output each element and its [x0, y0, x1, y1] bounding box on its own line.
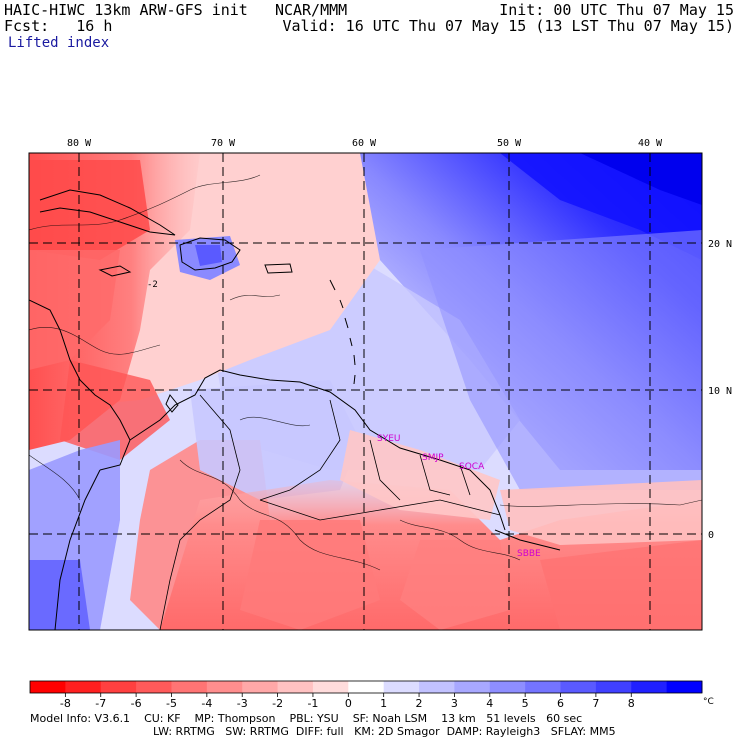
lon-label-70w: 70 W — [211, 138, 236, 149]
station-syeu: SYEU — [377, 434, 400, 444]
colorbar-tick-label: -5 — [166, 697, 177, 710]
colorbar-swatch — [171, 681, 208, 693]
colorbar-tick-label: 3 — [451, 697, 458, 710]
colorbar-swatch — [136, 681, 172, 693]
map-frame — [28, 152, 703, 631]
colorbar-tick-label: 8 — [628, 697, 635, 710]
colorbar-swatch — [454, 681, 491, 693]
colorbar-swatch — [100, 681, 137, 693]
lon-label-50w: 50 W — [497, 138, 522, 149]
coastlines — [29, 189, 561, 630]
colorbar-swatch — [348, 681, 385, 693]
colorbar-swatch — [65, 681, 102, 693]
colorbar-swatch — [419, 681, 455, 693]
colorbar-swatch — [560, 681, 597, 693]
station-soca: SOCA — [459, 462, 485, 472]
colorbar-swatch — [383, 681, 420, 693]
contour-label: -2 — [147, 280, 158, 290]
colorbar-frame — [29, 680, 703, 694]
colorbar-swatch — [277, 681, 314, 693]
footer-line-1: Model Info: V3.6.1 CU: KF MP: Thompson P… — [30, 712, 583, 725]
colorbar-swatch — [595, 681, 632, 693]
lon-label-60w: 60 W — [352, 138, 377, 149]
footer-line-2: LW: RRTMG SW: RRTMG DIFF: full KM: 2D Sm… — [153, 725, 616, 738]
colorbar-tick-label: 0 — [345, 697, 352, 710]
lat-lon-grid — [29, 153, 702, 630]
forecast-hour: Fcst: 16 h — [4, 17, 113, 35]
org-label: NCAR/MMM — [274, 1, 348, 19]
colorbar-swatch — [30, 681, 66, 693]
lon-label-40w: 40 W — [638, 138, 663, 149]
colorbar-tick-label: 2 — [416, 697, 423, 710]
colorbar-tick-label: 5 — [522, 697, 529, 710]
colorbar-tick-label: 6 — [557, 697, 564, 710]
colorbar-swatch — [242, 681, 279, 693]
colorbar-swatch — [631, 681, 668, 693]
lat-label-10n: 10 N — [708, 386, 732, 397]
colorbar-tick-label: -4 — [201, 697, 212, 710]
colorbar-unit: °C — [703, 697, 714, 707]
station-sbbe: SBBE — [517, 549, 541, 559]
colorbar-tick-label: -6 — [131, 697, 142, 710]
colorbar-swatch — [206, 681, 243, 693]
colorbar-tick-label: 4 — [486, 697, 493, 710]
contour-lines — [29, 174, 702, 571]
colorbar-tick-label: 7 — [592, 697, 599, 710]
colorbar-swatch — [312, 681, 349, 693]
colorbar: -8 -7 -6 -5 -4 -3 -2 -1 0 1 2 3 4 5 6 7 8 °C — [29, 680, 714, 710]
colorbar-tick-label: -1 — [307, 697, 318, 710]
init-time: Init: 00 UTC Thu 07 May 15 — [499, 1, 734, 19]
lon-label-80w: 80 W — [67, 138, 92, 149]
lat-label-20n: 20 N — [708, 239, 732, 250]
map-field — [29, 153, 702, 630]
field-name: Lifted index — [8, 35, 110, 51]
colorbar-tick-label: -2 — [272, 697, 283, 710]
colorbar-tick-label: -8 — [60, 697, 71, 710]
lat-label-0: 0 — [708, 530, 714, 541]
colorbar-swatch — [489, 681, 526, 693]
colorbar-swatch — [525, 681, 562, 693]
station-smjp: SMJP — [422, 453, 444, 463]
colorbar-tick-label: 1 — [380, 697, 387, 710]
colorbar-swatch — [666, 681, 703, 693]
colorbar-tick-label: -7 — [95, 697, 106, 710]
model-title: HAIC-HIWC 13km ARW-GFS init NCAR/MMM — [4, 1, 348, 19]
valid-time: Valid: 16 UTC Thu 07 May 15 (13 LST Thu … — [282, 17, 734, 35]
colorbar-tick-label: -3 — [237, 697, 248, 710]
